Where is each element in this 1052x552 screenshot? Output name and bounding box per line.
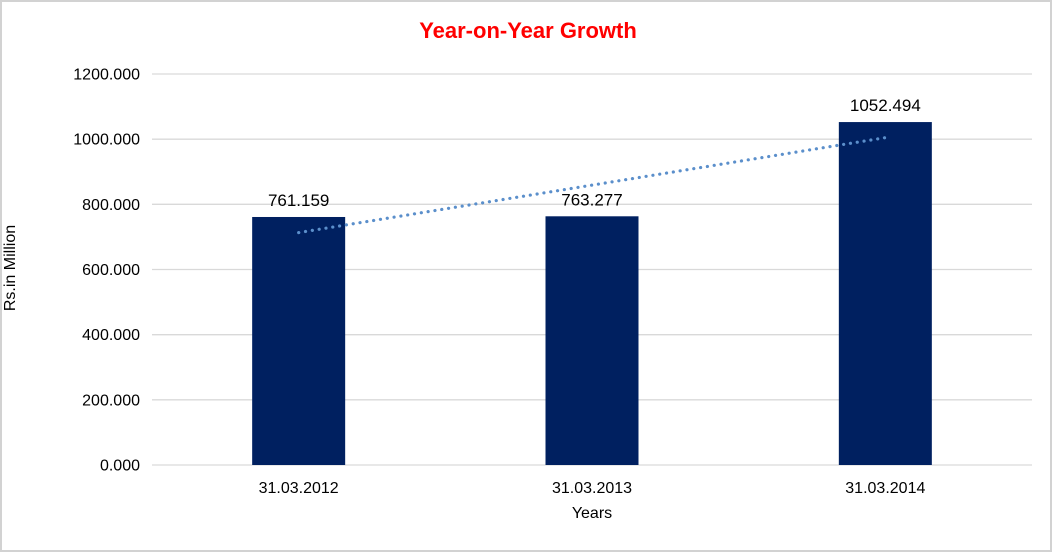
bar xyxy=(545,216,639,465)
y-tick-label: 600.000 xyxy=(82,262,140,279)
bar-data-label: 761.159 xyxy=(268,191,329,210)
y-tick-label: 200.000 xyxy=(82,392,140,409)
y-tick-label: 0.000 xyxy=(100,458,140,475)
x-tick-label: 31.03.2012 xyxy=(259,480,339,497)
chart-title: Year-on-Year Growth xyxy=(419,18,637,43)
bar-data-label: 763.277 xyxy=(561,190,622,209)
y-tick-label: 400.000 xyxy=(82,327,140,344)
bar xyxy=(838,122,932,465)
bar-data-label: 1052.494 xyxy=(850,96,921,115)
bar xyxy=(252,216,346,465)
x-tick-label: 31.03.2014 xyxy=(845,480,925,497)
trendline xyxy=(297,136,887,235)
x-axis-title: Years xyxy=(571,505,613,522)
y-tick-label: 1000.000 xyxy=(73,132,140,149)
y-axis-title: Rs.in Million xyxy=(2,224,19,312)
y-tick-label: 1200.000 xyxy=(73,67,140,84)
x-tick-label: 31.03.2013 xyxy=(552,480,632,497)
y-tick-label: 800.000 xyxy=(82,197,140,214)
